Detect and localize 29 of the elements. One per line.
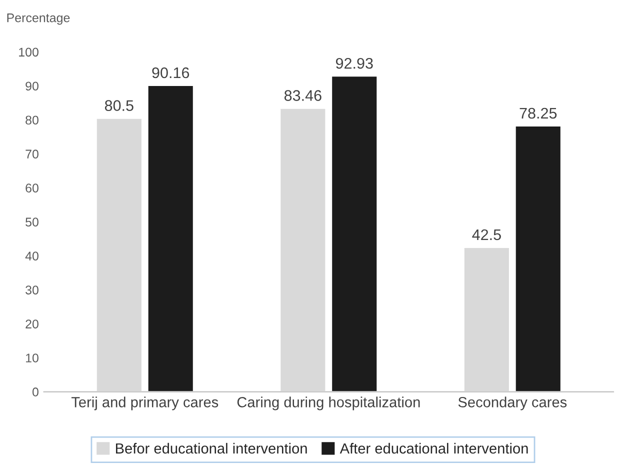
y-tick-label: 0: [32, 388, 38, 396]
data-label: 83.46: [284, 90, 322, 101]
x-tick-label: Secondary cares: [458, 396, 567, 410]
y-tick-label: 80: [26, 116, 38, 125]
bar: [330, 75, 378, 392]
data-label: 80.5: [104, 100, 134, 111]
x-tick-label: Terij and primary cares: [71, 396, 218, 410]
y-tick-label: 50: [26, 218, 38, 226]
y-tick-label: 60: [26, 184, 38, 193]
bar: [146, 84, 194, 392]
y-tick-label: 100: [19, 48, 38, 57]
x-tick-label: Caring during hospitalization: [237, 396, 420, 410]
y-tick-label: 70: [26, 150, 38, 159]
data-label: 78.25: [520, 108, 557, 119]
data-label: 90.16: [152, 67, 190, 78]
y-tick-label: 10: [26, 354, 38, 362]
y-axis-title: Percentage: [7, 14, 70, 25]
data-label: 92.93: [336, 58, 373, 69]
data-label: 42.5: [472, 229, 501, 240]
y-tick-label: 30: [26, 286, 38, 294]
y-tick-label: 90: [26, 82, 38, 91]
legend-label: Befor educational intervention: [116, 442, 307, 454]
bar: [279, 107, 327, 392]
y-tick-label: 40: [25, 252, 38, 260]
legend-label: After educational intervention: [340, 442, 528, 454]
bar: [95, 117, 143, 392]
bar: [463, 246, 510, 392]
y-tick-label: 20: [26, 320, 38, 328]
bar: [514, 125, 562, 392]
